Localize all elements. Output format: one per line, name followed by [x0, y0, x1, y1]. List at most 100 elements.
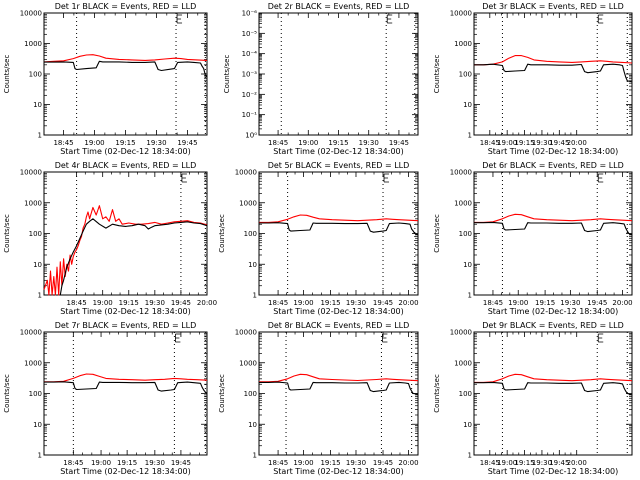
x-tick-label: 19:00	[293, 299, 313, 307]
y-axis-label: Counts/sec	[3, 214, 11, 253]
y-tick-label: 1	[38, 132, 42, 140]
y-tick-label: 1000	[239, 359, 257, 367]
x-tick-label: 20:00	[398, 459, 418, 467]
event-flag-marker	[383, 173, 390, 183]
x-tick-label: 19:45	[171, 459, 191, 467]
y-tick-label: 1000	[239, 199, 257, 207]
chart-panel-4: Det 4r BLACK = Events, RED = LLD 1 10 100 10…	[3, 161, 217, 316]
x-tick-label: 19:45	[587, 299, 607, 307]
chart-title: Det 3r BLACK = Events, RED = LLD	[482, 2, 624, 11]
y-axis-label: Counts/sec	[433, 214, 441, 253]
plot-frame	[43, 12, 208, 136]
chart-panel-3: Det 3r BLACK = Events, RED = LLD 1 10 100 10…	[433, 2, 633, 156]
x-tick-label: 19:30	[532, 139, 552, 147]
x-tick-label: 20:00	[398, 299, 418, 307]
chart-title: Det 8r BLACK = Events, RED = LLD	[268, 321, 410, 330]
y-tick-label: 1	[253, 452, 257, 460]
x-tick-label: 19:15	[320, 299, 340, 307]
event-flag-marker	[597, 173, 604, 183]
plot-frame	[258, 171, 419, 296]
y-tick-label: 1	[468, 292, 472, 300]
x-tick-label: 18:45	[483, 299, 503, 307]
series-events-line	[259, 381, 419, 395]
series-events-line	[44, 381, 208, 394]
x-tick-label: 18:45	[63, 459, 83, 467]
chart-title: Det 6r BLACK = Events, RED = LLD	[482, 161, 624, 170]
y-tick-label: 10	[463, 261, 472, 269]
series-events-line	[474, 221, 633, 236]
event-flag-marker	[386, 14, 393, 24]
series-lld-line	[259, 373, 419, 383]
y-tick-label: 10⁻⁶	[242, 10, 258, 18]
y-tick-label: 1	[38, 292, 42, 300]
series-events-line	[259, 222, 419, 236]
y-tick-label: 10	[248, 421, 257, 429]
series-lld-line	[474, 213, 633, 223]
y-tick-label: 1	[468, 132, 472, 140]
y-tick-label: 1	[38, 452, 42, 460]
x-tick-label: 19:00	[298, 139, 318, 147]
y-tick-label: 100	[29, 390, 42, 398]
y-axis-label: Counts/sec	[433, 374, 441, 413]
plot-frame	[258, 12, 419, 136]
chart-panel-1: Det 1r BLACK = Events, RED = LLD 1 10 100 10…	[3, 2, 208, 156]
plot-frame	[43, 331, 208, 456]
x-axis-label: Start Time (02-Dec-12 18:34:00)	[273, 467, 404, 476]
x-tick-label: 19:15	[535, 299, 555, 307]
x-tick-label: 19:45	[549, 459, 569, 467]
y-axis-label: Counts/sec	[218, 374, 226, 413]
y-axis-label: Counts/sec	[223, 55, 231, 94]
y-tick-label: 10000	[20, 10, 42, 18]
x-tick-label: 20:00	[567, 459, 587, 467]
y-tick-label: 100	[459, 230, 472, 238]
x-tick-label: 20:00	[567, 139, 587, 147]
chart-panel-8: Det 8r BLACK = Events, RED = LLD 1 10 100 10…	[218, 321, 419, 476]
x-tick-label: 19:00	[497, 459, 517, 467]
y-tick-label: 1000	[24, 199, 42, 207]
x-tick-label: 19:30	[532, 459, 552, 467]
x-tick-label: 19:00	[93, 299, 113, 307]
x-tick-label: 18:45	[268, 139, 288, 147]
x-axis-label: Start Time (02-Dec-12 18:34:00)	[60, 147, 191, 156]
y-tick-label: 10000	[450, 169, 472, 177]
x-axis-label: Start Time (02-Dec-12 18:34:00)	[60, 307, 191, 316]
series-events-line	[44, 60, 208, 78]
y-tick-label: 10000	[20, 169, 42, 177]
y-axis-label: Counts/sec	[218, 214, 226, 253]
x-tick-label: 18:45	[480, 139, 500, 147]
x-tick-label: 19:15	[514, 459, 534, 467]
x-tick-label: 19:45	[549, 139, 569, 147]
x-tick-label: 19:45	[373, 459, 393, 467]
y-tick-label: 1000	[454, 199, 472, 207]
x-tick-label: 19:30	[145, 299, 165, 307]
series-lld-line	[43, 205, 208, 296]
event-flag-marker	[181, 173, 187, 183]
y-tick-label: 1000	[24, 359, 42, 367]
x-tick-label: 18:45	[268, 459, 288, 467]
event-flag-marker	[382, 333, 388, 343]
x-axis-label: Start Time (02-Dec-12 18:34:00)	[488, 147, 619, 156]
y-tick-label: 1000	[24, 40, 42, 48]
y-tick-label: 10⁻¹	[242, 111, 258, 119]
x-tick-label: 19:30	[146, 139, 166, 147]
x-tick-label: 18:45	[53, 139, 73, 147]
plot-frame	[43, 171, 208, 296]
x-tick-label: 19:30	[346, 299, 366, 307]
x-tick-label: 19:15	[119, 299, 139, 307]
event-flag-marker	[176, 14, 183, 24]
x-tick-label: 19:15	[320, 459, 340, 467]
y-tick-label: 100	[29, 230, 42, 238]
plot-frame	[473, 331, 633, 456]
series-events-line	[59, 218, 208, 296]
x-tick-label: 18:45	[480, 459, 500, 467]
y-tick-label: 10⁰	[245, 132, 257, 140]
x-tick-label: 19:00	[84, 139, 104, 147]
x-tick-label: 19:00	[91, 459, 111, 467]
y-tick-label: 1	[253, 292, 257, 300]
y-tick-label: 1000	[454, 40, 472, 48]
x-axis-label: Start Time (02-Dec-12 18:34:00)	[60, 467, 191, 476]
y-tick-label: 100	[459, 71, 472, 79]
y-axis-label: Counts/sec	[3, 55, 11, 94]
plot-frame	[473, 12, 633, 136]
